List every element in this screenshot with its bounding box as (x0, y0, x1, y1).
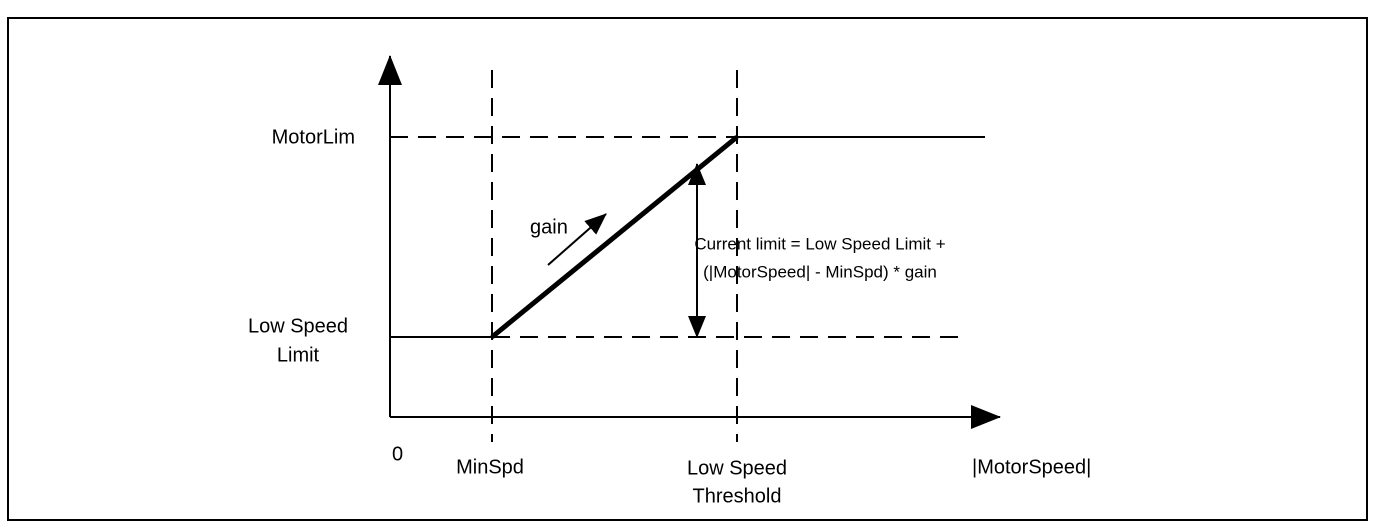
x-label: Threshold (693, 485, 782, 507)
y-label: MotorLim (272, 126, 355, 148)
y-label: Low Speed (248, 315, 348, 337)
frame (7, 17, 1368, 521)
gain-label: gain (530, 216, 568, 238)
formula: (|MotorSpeed| - MinSpd) * gain (703, 262, 937, 281)
gain-arrow (547, 213, 607, 266)
y-label: Limit (277, 344, 320, 366)
x-label: Low Speed (687, 457, 787, 479)
x-label: MinSpd (456, 456, 524, 478)
x-label: |MotorSpeed| (972, 456, 1091, 478)
x-label: 0 (392, 443, 403, 465)
formula: Current limit = Low Speed Limit + (694, 234, 945, 253)
